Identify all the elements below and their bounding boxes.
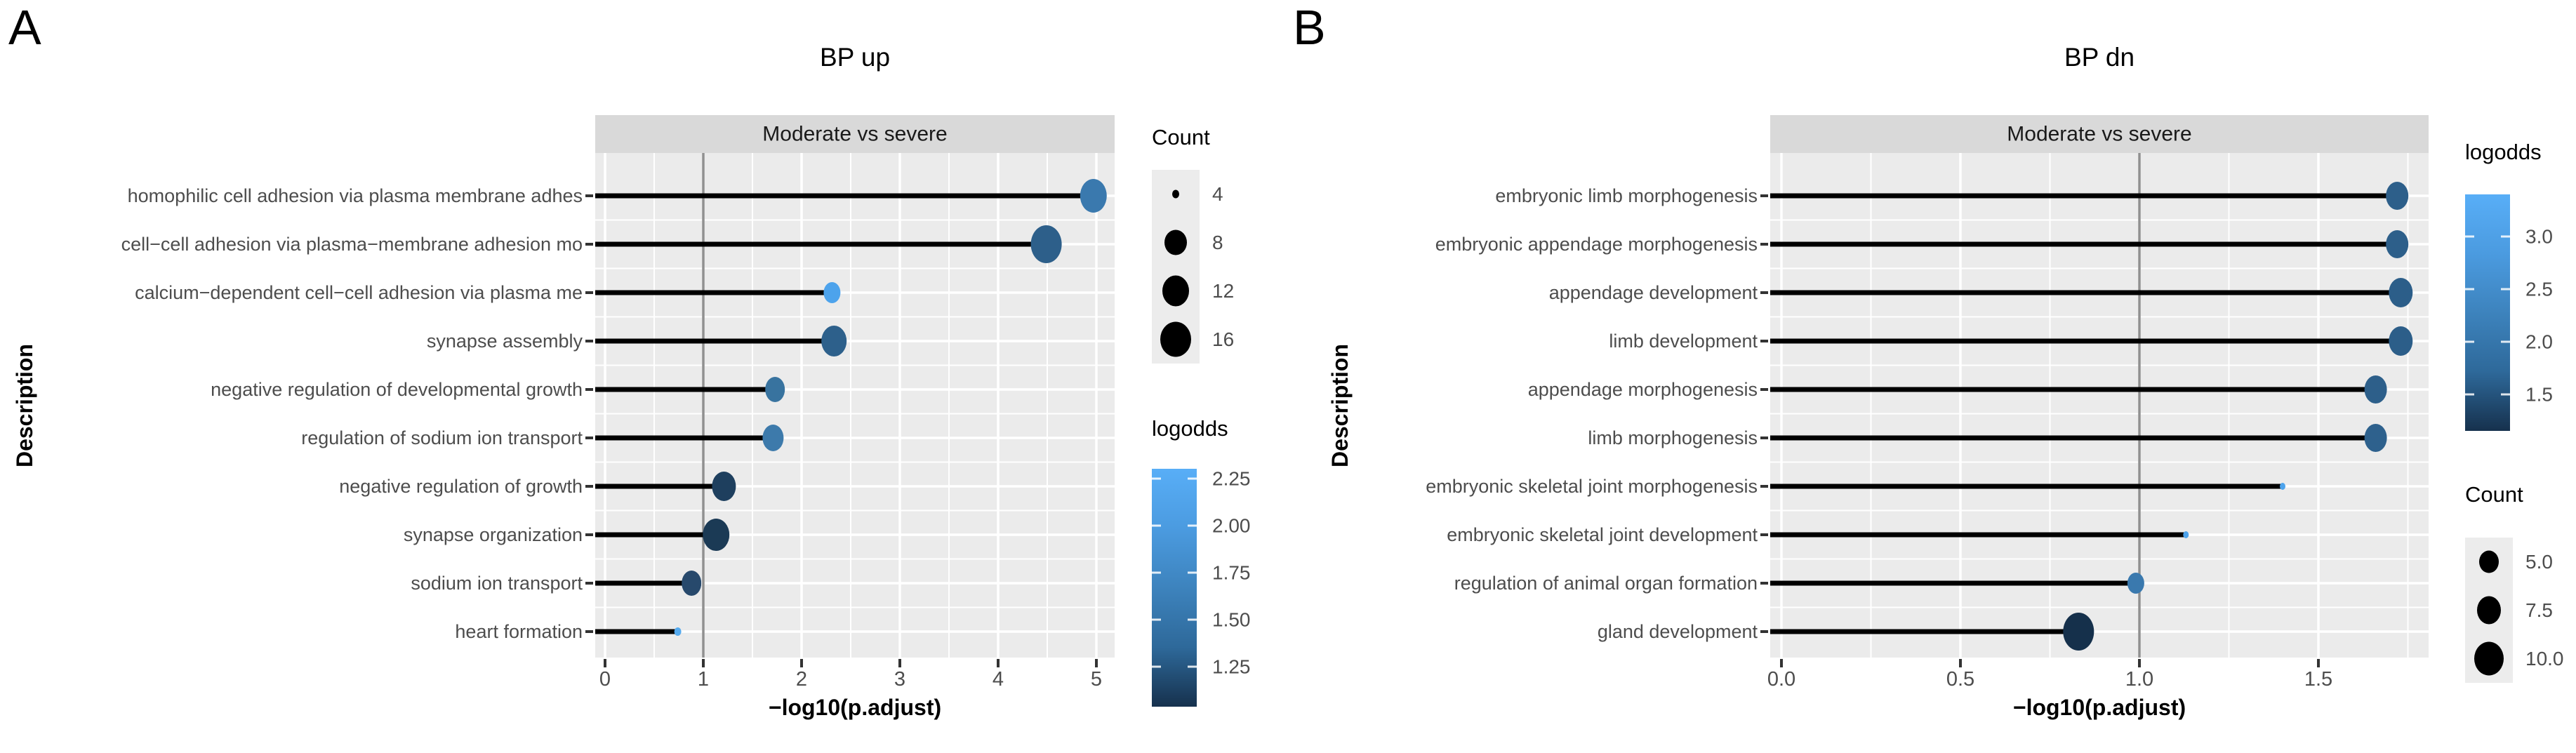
x-tick-label: 1.5 <box>2304 668 2332 691</box>
y-category-label: negative regulation of developmental gro… <box>211 379 583 400</box>
legend-size-label: 8 <box>1212 232 1223 253</box>
legend-gradient-label: 2.0 <box>2525 331 2553 353</box>
lollipop-dot <box>2364 375 2387 404</box>
lollipop-dot <box>2183 531 2189 538</box>
lollipop-dot <box>823 282 841 303</box>
legend-gradient-bar <box>2465 194 2510 431</box>
lollipop-dot <box>682 571 702 596</box>
legend-title-count: Count <box>2465 482 2523 507</box>
lollipop-dot <box>2389 278 2413 307</box>
legend-size-dot <box>2474 641 2504 676</box>
legend-gradient-label: 1.25 <box>1212 656 1251 678</box>
panel-bp-dn: BP dn Moderate vs severe embryonic limb mo… <box>1327 43 2564 720</box>
y-category-label: synapse organization <box>404 524 583 545</box>
x-tick-label: 0.0 <box>1767 668 1795 691</box>
lollipop-dot <box>762 425 784 451</box>
legend-gradient-label: 2.25 <box>1212 468 1251 490</box>
lollipop-dot <box>2364 424 2387 452</box>
lollipop-dot <box>821 326 847 356</box>
y-axis-title: Description <box>12 344 37 467</box>
legend-size-label: 5.0 <box>2525 551 2553 573</box>
x-axis-title: −log10(p.adjust) <box>769 695 941 720</box>
x-tick-label: 0.5 <box>1946 668 1974 691</box>
lollipop-dot <box>2280 483 2285 490</box>
chart-title: BP up <box>820 43 890 72</box>
y-category-label: limb development <box>1609 331 1758 352</box>
x-tick-label: 1 <box>698 668 709 691</box>
lollipop-dot <box>1030 225 1062 263</box>
y-category-label: regulation of sodium ion transport <box>301 427 583 448</box>
y-category-label: embryonic appendage morphogenesis <box>1435 234 1758 255</box>
chart-title: BP dn <box>2064 43 2135 72</box>
y-category-label: cell−cell adhesion via plasma−membrane a… <box>121 234 583 255</box>
legend-gradient-label: 1.5 <box>2525 384 2553 406</box>
lollipop-dot <box>2063 613 2094 651</box>
y-category-label: heart formation <box>455 621 583 642</box>
legend-size-dot <box>2477 596 2501 625</box>
legend-size-label: 16 <box>1212 328 1234 350</box>
legend-size-dot <box>1160 321 1191 357</box>
legend-gradient-label: 1.75 <box>1212 562 1251 584</box>
y-category-label: embryonic skeletal joint development <box>1447 524 1758 545</box>
y-category-label: homophilic cell adhesion via plasma memb… <box>128 185 583 206</box>
x-axis-title: −log10(p.adjust) <box>2013 695 2186 720</box>
legend-size-dot <box>2479 550 2499 573</box>
panel-a-letter: A <box>8 0 41 55</box>
legend-size-dot <box>1162 275 1189 307</box>
facet-strip <box>1770 115 2429 153</box>
legend-size-label: 12 <box>1212 280 1234 302</box>
lollipop-dot <box>674 627 682 636</box>
legend-gradient-label: 1.50 <box>1212 609 1251 631</box>
lollipop-dot <box>2389 326 2413 356</box>
y-category-label: appendage morphogenesis <box>1528 379 1758 400</box>
panel-bp-up: BP up Moderate vs severe homophilic cell a… <box>12 43 1251 720</box>
legend-size-label: 10.0 <box>2525 648 2564 669</box>
legend-size-dot <box>1172 189 1179 199</box>
y-category-label: limb morphogenesis <box>1588 427 1758 448</box>
y-axis-title: Description <box>1327 344 1353 467</box>
y-category-label: gland development <box>1598 621 1758 642</box>
legend-size-label: 4 <box>1212 183 1223 205</box>
legend-gradient-label: 3.0 <box>2525 226 2553 248</box>
legend-title-logodds: logodds <box>2465 140 2542 164</box>
panel-b-letter: B <box>1293 0 1326 55</box>
x-tick-label: 5 <box>1091 668 1102 691</box>
legend-gradient-label: 2.00 <box>1212 515 1251 537</box>
lollipop-dot <box>765 377 785 402</box>
y-category-label: synapse assembly <box>427 331 583 352</box>
y-category-label: regulation of animal organ formation <box>1454 573 1758 594</box>
lollipop-dot <box>712 472 736 501</box>
facet-strip-label: Moderate vs severe <box>2007 123 2191 146</box>
facet-strip-label: Moderate vs severe <box>762 123 947 146</box>
lollipop-dot <box>2386 182 2409 210</box>
facet-strip <box>595 115 1115 153</box>
y-category-label: embryonic limb morphogenesis <box>1495 185 1758 206</box>
lollipop-dot <box>1080 179 1107 213</box>
plot-panel <box>595 153 1115 658</box>
x-tick-label: 4 <box>992 668 1004 691</box>
legend-gradient-bar <box>1152 469 1197 707</box>
legend-size-label: 7.5 <box>2525 599 2553 621</box>
lollipop-dot <box>2127 573 2144 594</box>
y-category-label: sodium ion transport <box>411 573 583 594</box>
legend-title-count: Count <box>1152 125 1210 149</box>
y-category-label: calcium−dependent cell−cell adhesion via… <box>135 282 583 303</box>
x-tick-label: 3 <box>894 668 905 691</box>
legend-size-dot <box>1164 229 1187 255</box>
y-category-label: appendage development <box>1549 282 1758 303</box>
x-tick-label: 2 <box>796 668 807 691</box>
x-tick-label: 0 <box>599 668 611 691</box>
lollipop-dot <box>2386 230 2409 258</box>
y-category-label: embryonic skeletal joint morphogenesis <box>1426 476 1758 497</box>
legend-title-logodds: logodds <box>1152 416 1228 441</box>
y-category-label: negative regulation of growth <box>339 476 583 497</box>
legend-gradient-label: 2.5 <box>2525 279 2553 300</box>
x-tick-label: 1.0 <box>2125 668 2153 691</box>
lollipop-dot <box>703 519 730 551</box>
